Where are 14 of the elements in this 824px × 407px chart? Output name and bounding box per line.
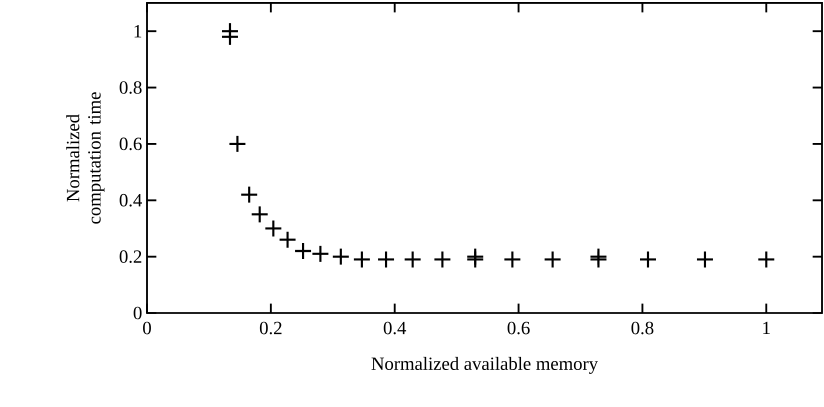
y-tick-label: 0.6 <box>120 138 142 150</box>
y-tick-label: 1 <box>134 25 142 38</box>
y-axis-title: Normalized computation time <box>66 92 104 224</box>
x-tick-label: 0.2 <box>260 322 282 334</box>
x-tick-label: 0 <box>143 322 151 334</box>
x-tick-label: 0.8 <box>631 322 654 334</box>
x-tick-label: 1 <box>763 322 770 334</box>
x-tick-label: 0.6 <box>508 322 530 334</box>
x-axis-title: Normalized available memory <box>372 356 598 374</box>
x-tick-label: 0.4 <box>384 322 406 334</box>
y-tick-label: 0.2 <box>120 250 142 263</box>
y-tick-label: 0.8 <box>120 81 142 94</box>
y-tick-label: 0.4 <box>120 194 142 207</box>
y-tick-label: 0 <box>134 306 142 320</box>
